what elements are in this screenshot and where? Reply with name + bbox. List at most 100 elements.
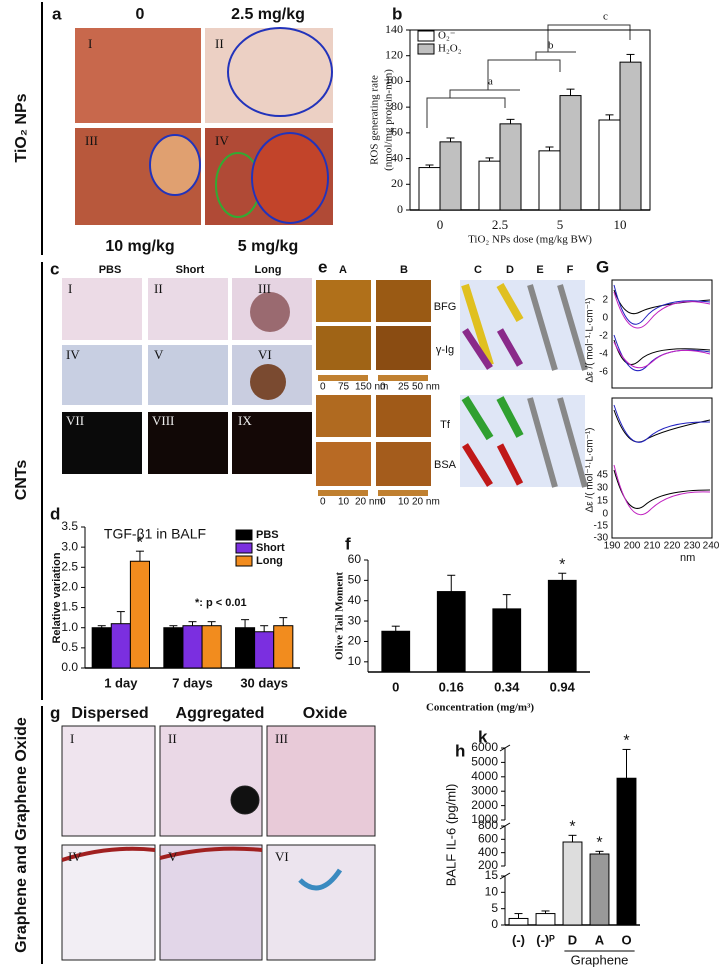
tick-label: 190	[604, 541, 621, 552]
legend-label: H₂O₂	[438, 43, 462, 55]
y-tick-label: 0.5	[61, 640, 78, 654]
y-tick-label: 4000	[471, 769, 498, 783]
image-label: IV	[215, 133, 229, 148]
y-tick-label: 1.0	[61, 620, 78, 634]
panel-label: d	[50, 504, 60, 523]
image-label: V	[154, 347, 164, 362]
significance-mark: *	[596, 835, 602, 852]
bar	[598, 119, 621, 211]
y-tick-label: 200	[478, 858, 498, 872]
legend-label: O₂⁻	[438, 30, 456, 42]
annotation: c	[603, 11, 608, 23]
significance-mark: *	[137, 534, 143, 551]
bar	[418, 167, 441, 211]
column-label: C	[474, 264, 482, 276]
y-tick-label: 15	[485, 868, 499, 882]
bar	[235, 627, 256, 669]
x-tick-label: 0	[392, 679, 399, 694]
tick-label: 0	[602, 509, 608, 520]
annotation: a	[488, 76, 493, 88]
group-label: Graphene	[571, 952, 629, 967]
y-tick-label: 3.5	[61, 519, 78, 533]
image-label: II	[215, 36, 224, 51]
bar	[439, 141, 462, 211]
y-tick-label: 30	[348, 613, 362, 627]
x-tick-label: (-)ᴾ	[536, 932, 555, 947]
significance-mark: *	[569, 819, 575, 836]
tick-label: -6	[599, 367, 608, 378]
y-tick-label: 0.0	[61, 660, 78, 674]
header: Oxide	[303, 705, 348, 722]
y-axis-title: ROS generating rate	[369, 75, 381, 165]
bar	[273, 625, 294, 669]
x-tick-label: A	[595, 932, 605, 947]
legend-swatch	[235, 529, 253, 541]
tick-label: 210	[644, 541, 661, 552]
legend-label: PBS	[256, 529, 279, 541]
x-tick-label: 10	[614, 217, 627, 232]
header: Aggregated	[176, 705, 265, 722]
bar	[254, 631, 275, 669]
y-axis-title: Δε /( mol⁻¹·L·cm⁻¹)	[585, 297, 596, 382]
image-label: II	[154, 281, 163, 296]
bar	[562, 841, 583, 926]
x-axis-title: TiO₂ NPs dose (mg/kg BW)	[468, 234, 592, 246]
column-label: A	[339, 264, 347, 276]
footer: 10 mg/kg	[105, 238, 174, 255]
x-tick-label: D	[568, 932, 577, 947]
side-label: Graphene and Graphene Oxide	[13, 717, 30, 953]
column-label: B	[400, 264, 408, 276]
y-tick-label: 600	[478, 832, 498, 846]
tick-label: 220	[664, 541, 681, 552]
bar	[478, 160, 501, 211]
y-tick-label: 3.0	[61, 539, 78, 553]
x-tick-label: 7 days	[172, 675, 212, 690]
bar	[381, 630, 411, 673]
colorbar-label: 10	[398, 497, 410, 508]
y-tick-label: 1000	[471, 812, 498, 826]
bar	[499, 123, 522, 211]
image-label: IV	[66, 347, 80, 362]
y-tick-label: 6000	[471, 740, 498, 754]
bar	[91, 627, 112, 669]
colorbar-label: 20 nm	[355, 497, 383, 508]
x-tick-label: 0	[437, 217, 444, 232]
image-label: VII	[66, 413, 84, 428]
y-tick-label: 2000	[471, 798, 498, 812]
bar	[163, 627, 184, 669]
legend-swatch	[235, 542, 253, 554]
panel-label: h	[455, 741, 465, 760]
x-tick-label: 2.5	[492, 217, 508, 232]
x-tick-label: (-)	[512, 932, 525, 947]
colorbar-label: 50 nm	[412, 382, 440, 393]
row-label: γ-Ig	[436, 344, 454, 356]
column-label: D	[506, 264, 514, 276]
colorbar-label: 25	[398, 382, 410, 393]
bar	[535, 913, 556, 926]
column-label: F	[567, 264, 574, 276]
colorbar-label: 10	[338, 497, 350, 508]
bar	[616, 777, 637, 926]
tick-label: 15	[597, 496, 609, 507]
bar	[589, 853, 610, 926]
bar	[538, 150, 561, 211]
tick-label: -15	[594, 521, 609, 532]
y-tick-label: 100	[385, 73, 403, 87]
y-tick-label: 20	[348, 634, 362, 648]
x-tick-label: 0.94	[550, 679, 576, 694]
footer: 5 mg/kg	[238, 238, 298, 255]
image-label: III	[258, 281, 271, 296]
header: Short	[176, 264, 205, 276]
row-label: BFG	[434, 301, 457, 313]
header: Long	[255, 264, 282, 276]
y-tick-label: 140	[385, 22, 403, 36]
y-tick-label: 5000	[471, 755, 498, 769]
legend-label: Long	[256, 555, 283, 567]
bar	[436, 591, 466, 673]
x-tick-label: 30 days	[240, 675, 288, 690]
image-label: VI	[275, 849, 289, 864]
micrographs	[61, 725, 376, 961]
colorbar-label: 0	[380, 382, 386, 393]
image-label: IX	[238, 413, 252, 428]
